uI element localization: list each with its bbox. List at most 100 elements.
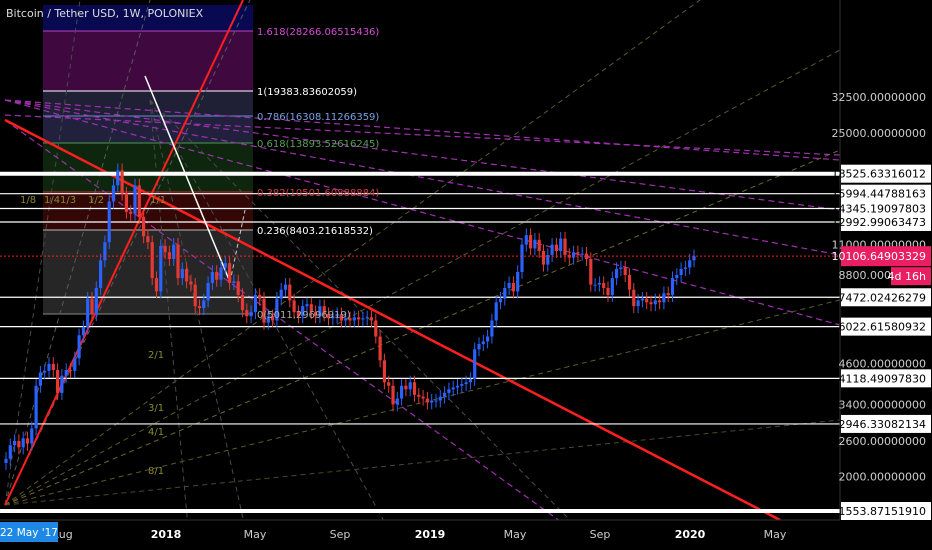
candle	[8, 438, 12, 466]
candle	[38, 365, 42, 393]
candle	[529, 228, 533, 256]
candle	[610, 271, 614, 302]
fan-label: 1/2	[88, 195, 104, 206]
candle	[378, 329, 382, 368]
candle	[365, 310, 369, 326]
candle	[86, 291, 90, 335]
candle	[524, 228, 528, 252]
price-axis[interactable]: 18525.63316012 15994.4478816314345.190978…	[832, 0, 932, 520]
candle	[580, 246, 584, 261]
level-label-7: 2946.33082134	[839, 414, 931, 433]
candle	[107, 194, 111, 250]
candle	[688, 253, 692, 275]
x-tick-label: Sep	[590, 528, 611, 541]
candle	[301, 299, 305, 324]
candle	[649, 295, 653, 312]
candle	[279, 283, 283, 306]
x-tick-label: Sep	[330, 528, 351, 541]
candle	[692, 249, 696, 268]
candle	[296, 305, 300, 324]
fib-label: 0.382(10501.60888884)	[257, 188, 379, 199]
fan-label: 1/4	[44, 195, 60, 206]
candle	[94, 281, 98, 322]
level-value: 14345.19097803	[832, 202, 926, 215]
candle	[572, 245, 576, 265]
candle	[146, 229, 150, 250]
level-label-4: 7472.02426279	[839, 288, 931, 307]
candle	[645, 291, 649, 310]
candle	[606, 281, 610, 302]
candle	[202, 293, 206, 316]
candle	[537, 233, 541, 258]
candle	[494, 295, 498, 328]
y-tick-label: 25000.00000000	[832, 127, 926, 140]
candle	[451, 380, 455, 397]
level-label-0: 18525.63316012	[832, 164, 931, 183]
fib-label: 0(5011.29696919)	[257, 310, 351, 321]
candle	[245, 303, 249, 324]
candle	[503, 281, 507, 306]
candle	[51, 357, 55, 377]
chart-title: Bitcoin / Tether USD, 1W, POLONIEX	[6, 7, 204, 20]
level-label-3: 12992.99063473	[832, 212, 931, 231]
candle	[683, 260, 687, 276]
candle	[675, 268, 679, 286]
candle	[21, 431, 25, 455]
candle	[348, 311, 352, 328]
level-label-1: 15994.44788163	[832, 184, 931, 203]
candle	[129, 205, 133, 221]
fib-label: 1.618(28266.06515436)	[257, 27, 379, 38]
candle	[322, 299, 326, 322]
candle	[314, 305, 318, 324]
candle	[331, 309, 335, 326]
fib-label: 0.618(13893.52616245)	[257, 139, 379, 150]
candle	[25, 431, 30, 451]
candle	[180, 262, 184, 286]
candle	[387, 375, 391, 393]
candle	[64, 363, 68, 383]
candle	[154, 271, 159, 299]
candle	[430, 393, 434, 410]
candle	[636, 293, 640, 314]
candle	[77, 328, 81, 366]
candle	[232, 274, 236, 290]
candle	[627, 268, 632, 297]
candle	[60, 369, 64, 400]
candle	[533, 233, 537, 256]
level-label-5: 6022.61580932	[839, 317, 931, 336]
candle	[159, 239, 163, 299]
candle	[133, 178, 137, 221]
level-value: 15994.44788163	[832, 188, 926, 201]
level-value: 12992.99063473	[832, 216, 926, 229]
candle	[357, 310, 361, 327]
y-tick-label: 32500.00000000	[832, 91, 926, 104]
x-tick-label: May	[244, 528, 267, 541]
fan-label: 2/1	[148, 350, 164, 361]
candle	[576, 245, 580, 261]
candle	[511, 276, 515, 299]
candle	[412, 375, 417, 402]
fib-label: 0.786(16308.11266359)	[257, 112, 379, 123]
fib-zones	[43, 5, 253, 314]
candle	[563, 231, 567, 262]
x-tick-label: May	[504, 528, 527, 541]
candle	[477, 337, 481, 357]
current-price-value: 10106.64903329	[832, 250, 926, 263]
x-tick-label: 2018	[151, 528, 182, 541]
candle	[498, 291, 503, 310]
fan-label: 3/1	[148, 403, 164, 414]
current-price-badge: 10106.64903329 4d 16h	[832, 246, 931, 286]
candle	[206, 276, 210, 308]
fan-label: 8/1	[148, 466, 164, 477]
candle	[344, 311, 348, 328]
candle	[658, 293, 662, 310]
level-value: 6022.61580932	[839, 321, 926, 334]
level-value: 2946.33082134	[839, 418, 926, 431]
fib-label: 1(19383.83602059)	[257, 87, 357, 98]
candle	[550, 237, 554, 262]
candle	[249, 305, 253, 324]
candle	[309, 297, 313, 320]
